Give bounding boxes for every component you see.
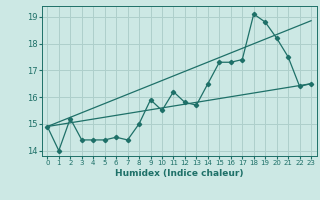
X-axis label: Humidex (Indice chaleur): Humidex (Indice chaleur) [115,169,244,178]
